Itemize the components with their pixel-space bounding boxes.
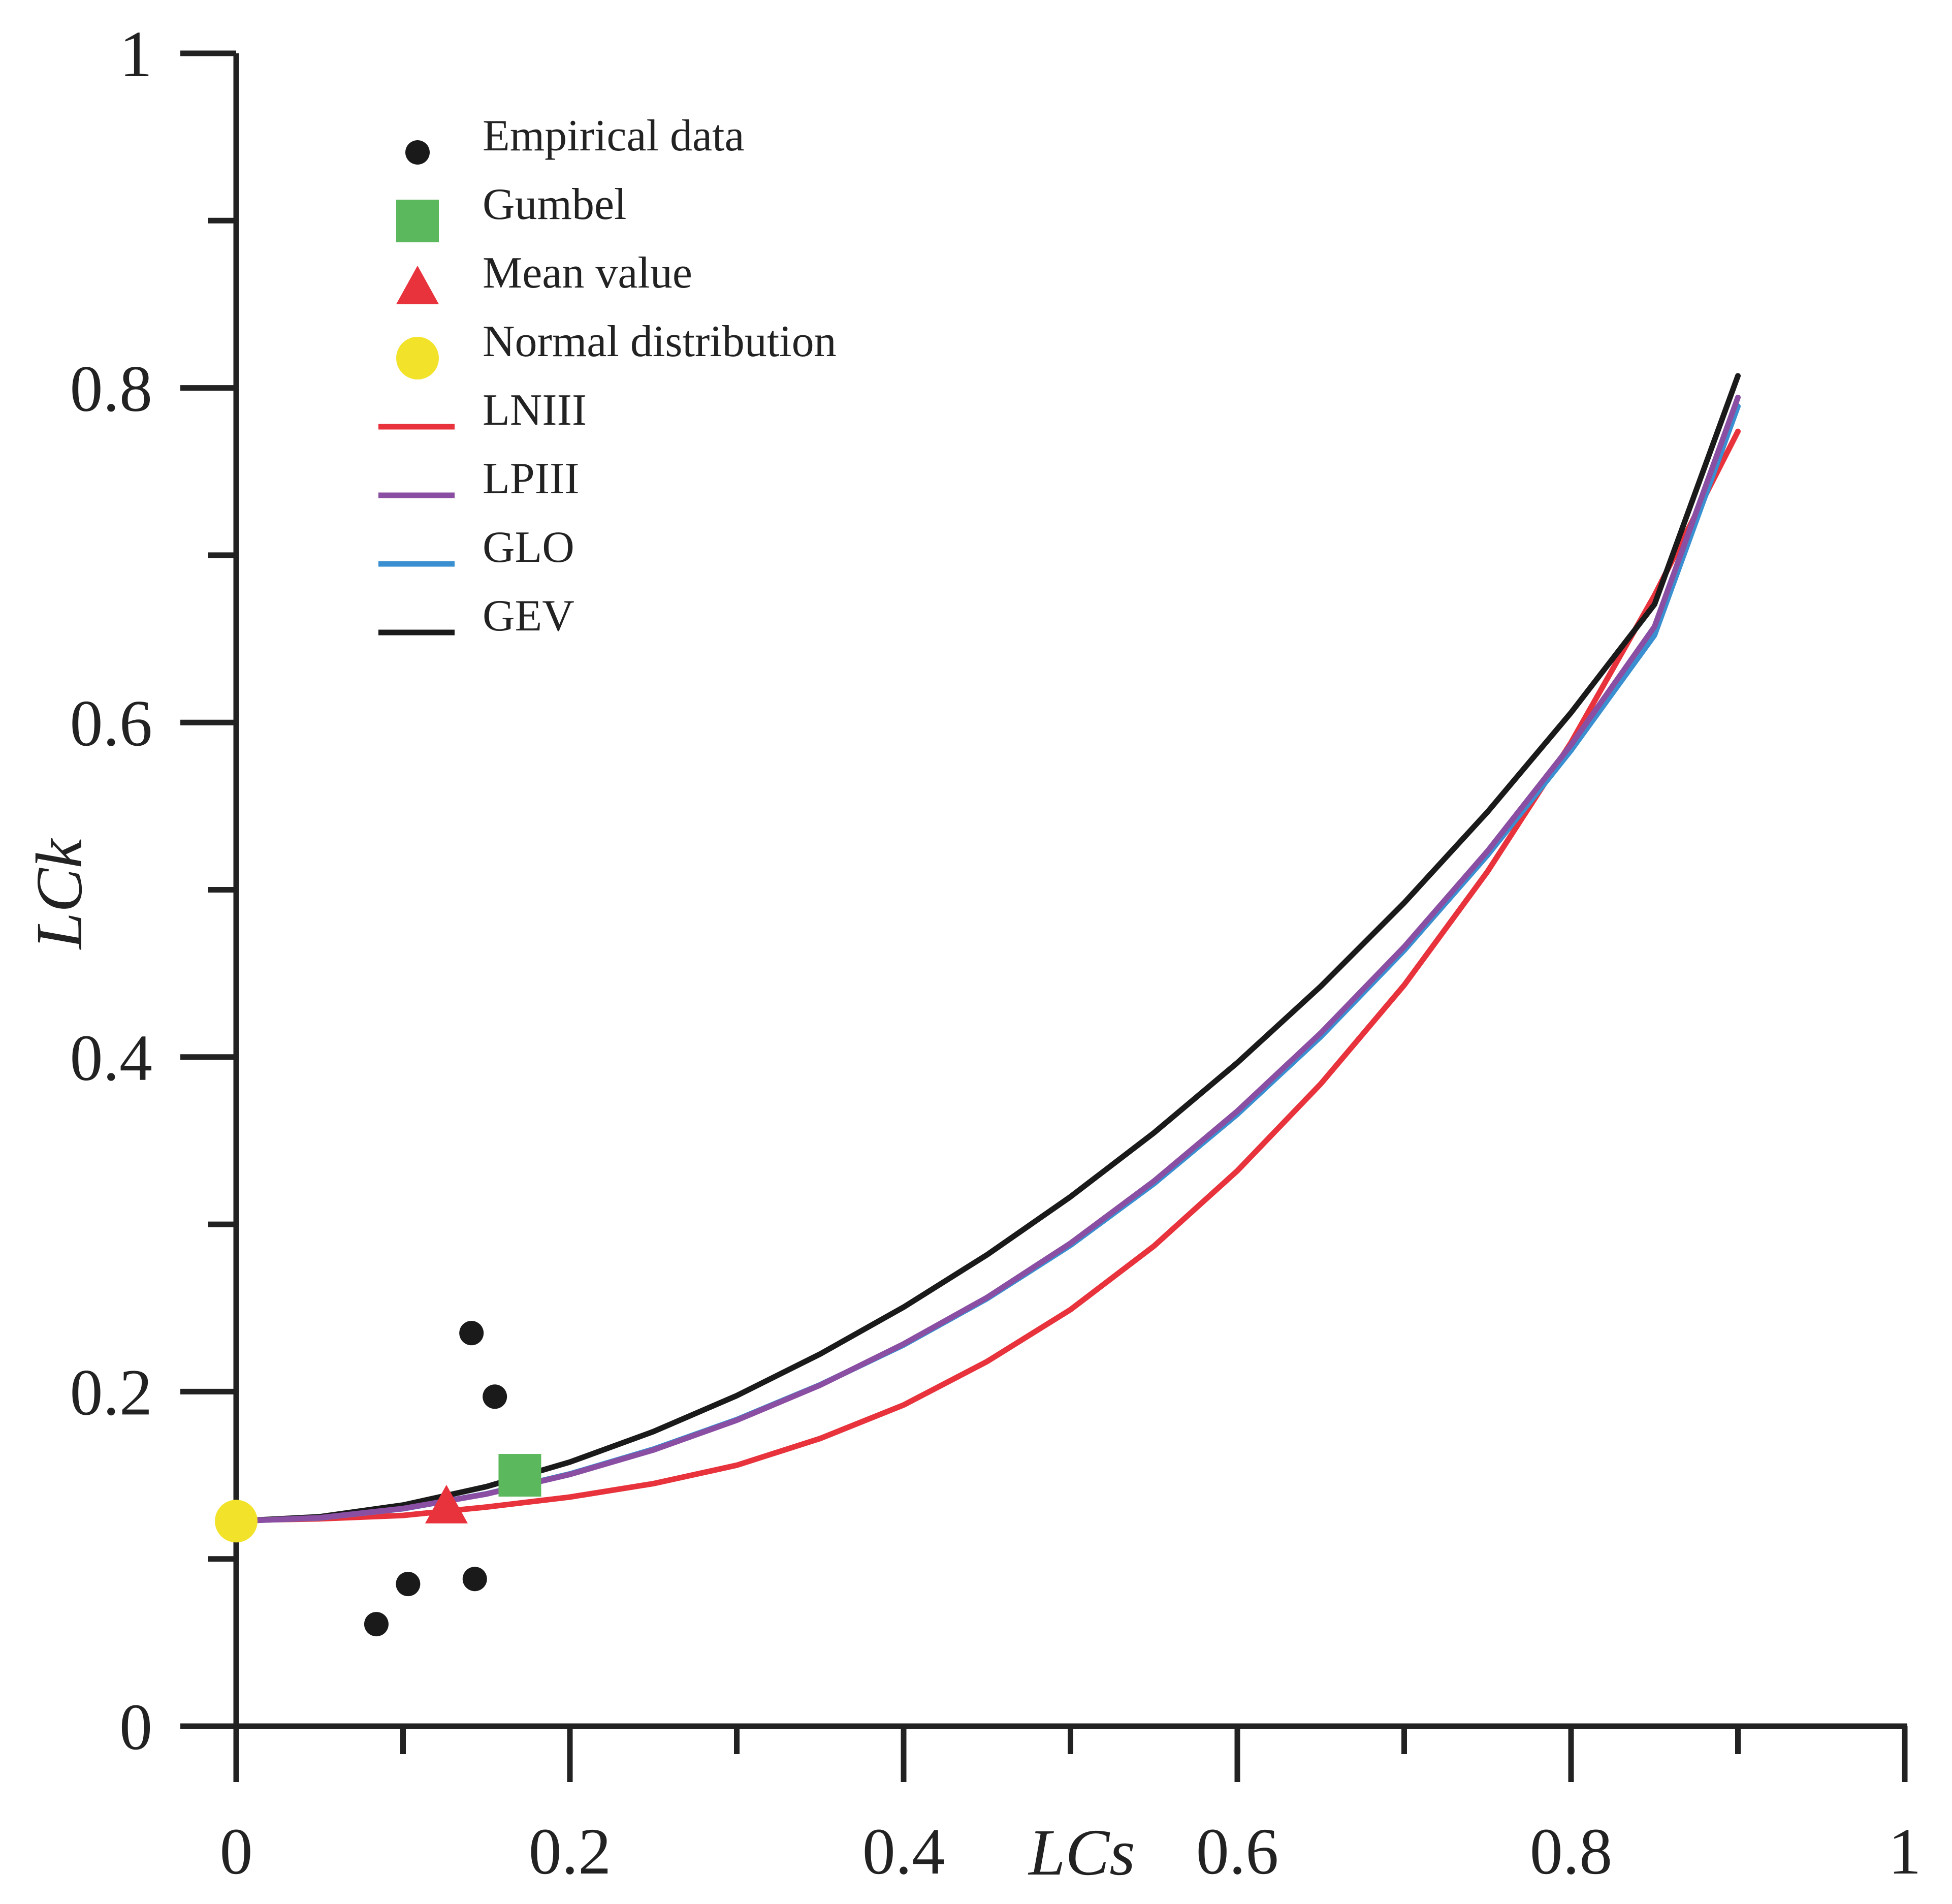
point-empirical-data — [459, 1321, 484, 1346]
legend-label-lpiii: LPIII — [483, 454, 580, 503]
x-axis-title: LCs — [1028, 1816, 1135, 1889]
y-tick-label: 0.8 — [70, 353, 153, 426]
y-tick-label: 0.6 — [70, 687, 153, 760]
legend-label-mean-value: Mean value — [483, 248, 692, 298]
point-gumbel — [498, 1454, 541, 1497]
series-line-lpiii — [233, 394, 1741, 1524]
point-mean-value — [425, 1484, 468, 1524]
legend-label-gumbel: Gumbel — [483, 180, 627, 229]
legend-swatch-empirical-data — [405, 140, 430, 165]
x-tick-label: 0 — [220, 1815, 253, 1888]
curves — [233, 373, 1741, 1524]
axes: 0 0.2 0.4 0.6 0.8 1 0 0.2 0.4 0.6 0.8 1 — [70, 18, 1922, 1888]
legend-swatch-gumbel — [396, 200, 439, 242]
point-empirical-data — [396, 1572, 421, 1597]
legend-label-gev: GEV — [483, 591, 574, 641]
point-empirical-data — [364, 1612, 389, 1637]
y-tick-label: 1 — [119, 18, 152, 91]
legend-label-empirical-data: Empirical data — [483, 111, 745, 161]
y-tick-label: 0 — [119, 1691, 152, 1764]
x-tick-label: 1 — [1889, 1815, 1922, 1888]
x-tick-label: 0.8 — [1530, 1815, 1613, 1888]
legend-label-lniii: LNIII — [483, 386, 587, 435]
point-normal-distribution — [215, 1500, 258, 1543]
x-tick-label: 0.6 — [1196, 1815, 1279, 1888]
y-axis-title: LCk — [23, 838, 96, 950]
y-tick-label: 0.4 — [70, 1022, 153, 1095]
series-line-gev — [233, 373, 1741, 1524]
series-line-lniii — [233, 428, 1741, 1524]
x-tick-label: 0.4 — [862, 1815, 945, 1888]
x-tick-label: 0.2 — [529, 1815, 612, 1888]
point-empirical-data — [462, 1567, 487, 1592]
legend-box — [371, 112, 869, 681]
y-tick-label: 0.2 — [70, 1356, 153, 1429]
points — [215, 1321, 541, 1637]
legend-swatch-normal-distribution — [396, 337, 439, 379]
legend-swatch-mean-value — [396, 265, 439, 304]
legend-label-normal-distribution: Normal distribution — [483, 317, 837, 366]
point-empirical-data — [483, 1384, 507, 1409]
legend: Empirical data Gumbel Mean value Normal dis… — [371, 111, 869, 681]
legend-label-glo: GLO — [483, 523, 574, 572]
